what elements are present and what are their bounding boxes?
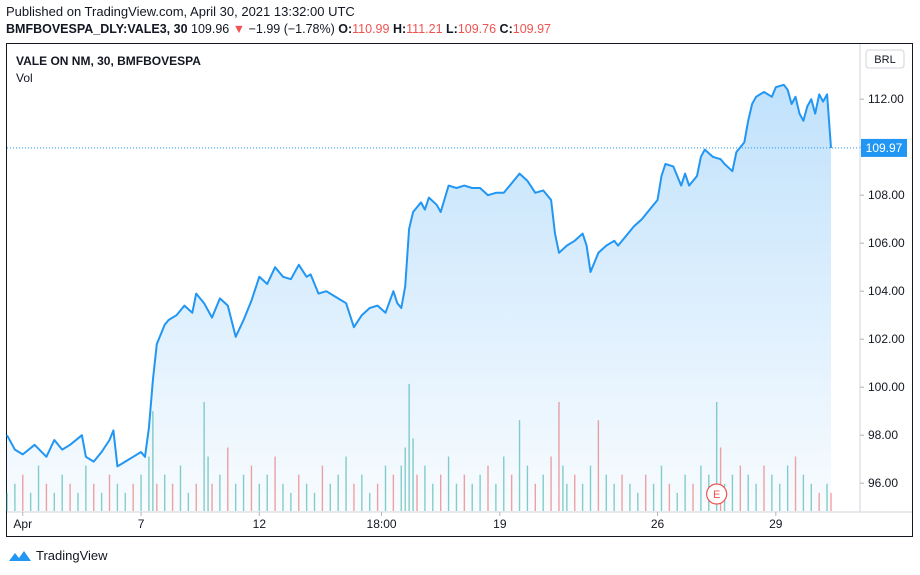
time-tick-label: Apr — [13, 517, 32, 531]
time-tick-label: 29 — [769, 517, 783, 531]
change-down-icon: ▼ — [232, 22, 246, 36]
currency-label: BRL — [874, 54, 895, 66]
tradingview-brand[interactable]: TradingView — [8, 548, 108, 563]
price-line — [6, 83, 832, 468]
price-tick-label: 106.00 — [868, 236, 905, 250]
ohlc-header: BMFBOVESPA_DLY:VALE3, 30 109.96 ▼ −1.99 … — [6, 22, 551, 36]
low-label: L: — [446, 22, 458, 36]
time-tick-label: 26 — [651, 517, 665, 531]
volume-legend[interactable]: Vol — [16, 71, 33, 85]
price-tick-label: 100.00 — [868, 380, 905, 394]
open-label: O: — [338, 22, 353, 36]
price-tick-label: 96.00 — [868, 476, 898, 490]
price-tick-label: 112.00 — [868, 92, 904, 106]
change-value: −1.99 (−1.78%) — [248, 22, 335, 36]
close-label: C: — [499, 22, 513, 36]
last-price: 109.96 — [191, 22, 230, 36]
chart-frame[interactable] — [6, 43, 913, 537]
currency-badge[interactable]: BRL — [865, 49, 905, 69]
time-tick-label: 12 — [253, 517, 267, 531]
time-tick-label: 7 — [138, 517, 145, 531]
last-price-tag-bg — [861, 138, 907, 157]
time-tick-label: 19 — [493, 517, 507, 531]
high-label: H: — [392, 22, 407, 36]
tradingview-logo-icon — [9, 550, 31, 561]
price-axis[interactable]: 112.00110.00108.00106.00104.00102.00100.… — [860, 92, 905, 490]
low-value: 109.76 — [457, 22, 497, 36]
series-legend[interactable]: VALE ON NM, 30, BMFBOVESPA — [16, 54, 201, 68]
earnings-marker-label: E — [713, 489, 720, 501]
last-price-tag: 109.97 — [861, 138, 907, 157]
time-tick-label: 18:00 — [367, 517, 397, 531]
open-value: 110.99 — [352, 22, 390, 36]
earnings-marker-circle — [706, 483, 728, 505]
high-value: 111.21 — [406, 22, 443, 36]
close-value: 109.97 — [512, 22, 551, 36]
brand-label: TradingView — [36, 548, 108, 563]
last-price-tag-label: 109.97 — [866, 141, 903, 155]
price-tick-label: 98.00 — [868, 428, 898, 442]
price-tick-label: 102.00 — [868, 332, 905, 346]
time-axis[interactable]: Apr 7 12 18:00 19 26 29 — [13, 512, 783, 531]
symbol-label: BMFBOVESPA_DLY:VALE3, 30 — [6, 22, 188, 36]
published-caption: Published on TradingView.com, April 30, … — [6, 4, 355, 19]
price-area-fill — [7, 84, 831, 513]
earnings-marker[interactable]: E — [706, 483, 728, 505]
price-tick-label: 108.00 — [868, 188, 905, 202]
price-tick-label: 104.00 — [868, 284, 905, 298]
